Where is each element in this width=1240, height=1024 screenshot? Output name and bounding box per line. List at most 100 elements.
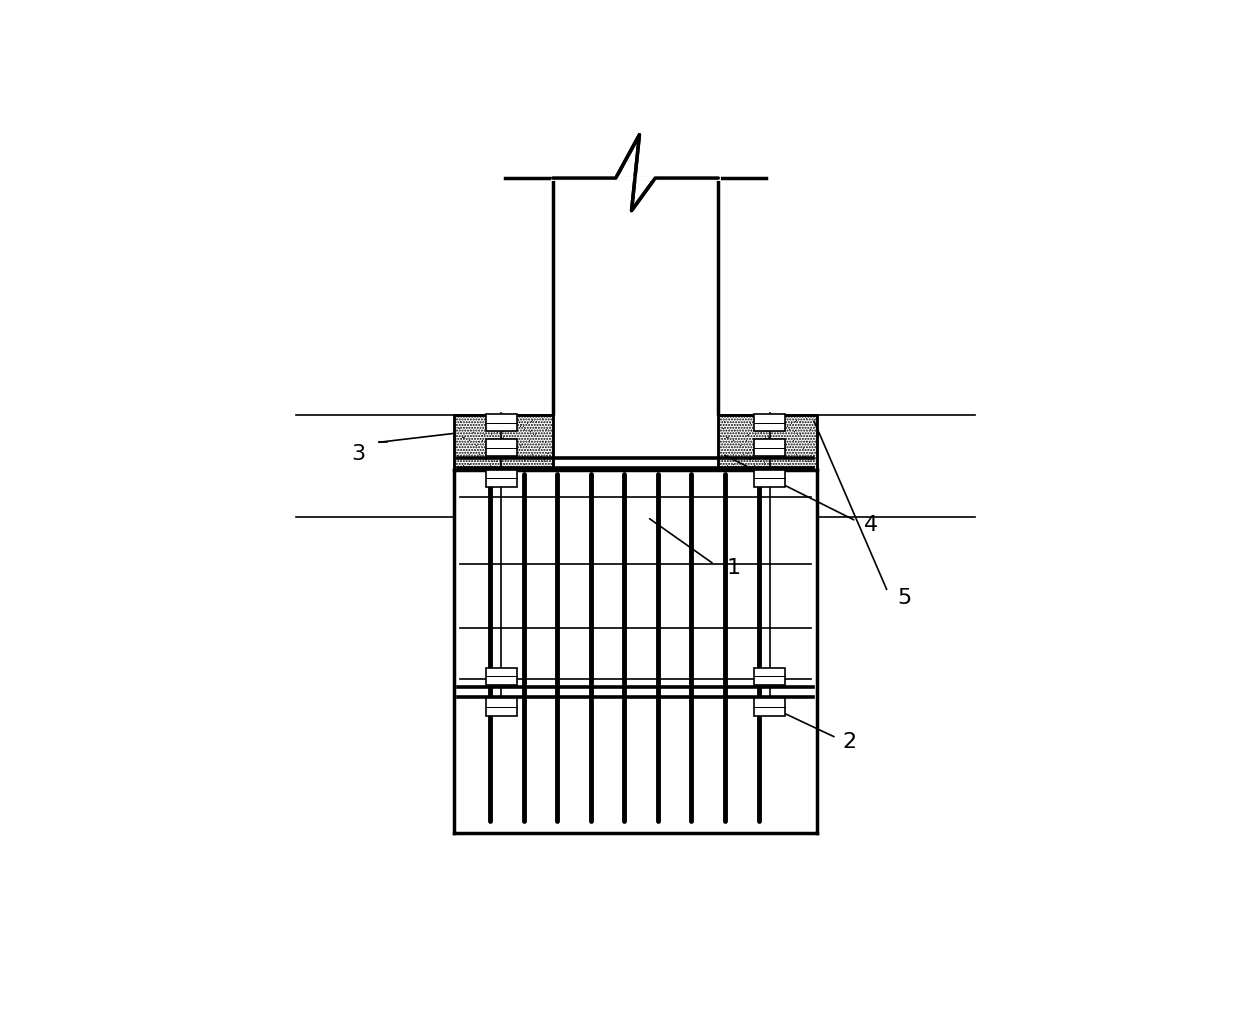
Point xyxy=(538,459,558,475)
Point xyxy=(754,454,774,470)
Point xyxy=(492,433,512,450)
Point xyxy=(737,445,756,462)
Point xyxy=(802,459,822,475)
Point xyxy=(489,440,508,457)
Point xyxy=(476,441,496,458)
Point xyxy=(455,459,475,475)
Point xyxy=(776,436,796,453)
Point xyxy=(480,444,500,461)
Point xyxy=(503,416,523,432)
Point xyxy=(532,433,552,450)
Point xyxy=(513,418,533,434)
Point xyxy=(743,443,763,460)
Point xyxy=(485,458,505,474)
Point xyxy=(733,432,753,449)
Point xyxy=(476,451,496,467)
Point xyxy=(727,450,746,466)
Point xyxy=(750,441,770,458)
Point xyxy=(521,413,541,429)
Point xyxy=(506,429,526,445)
Point xyxy=(754,456,774,472)
Point xyxy=(780,437,800,454)
Point xyxy=(532,410,552,426)
Point xyxy=(515,452,534,468)
Point xyxy=(526,425,546,441)
Point xyxy=(794,447,813,464)
Point xyxy=(476,415,496,431)
Point xyxy=(481,417,501,433)
Point xyxy=(520,423,539,439)
Point xyxy=(498,419,518,435)
Point xyxy=(477,422,497,438)
Point xyxy=(760,451,780,467)
Point xyxy=(511,418,531,434)
Bar xyxy=(754,668,785,685)
Point xyxy=(766,458,786,474)
Point xyxy=(781,415,801,431)
Text: 4: 4 xyxy=(864,515,878,535)
Point xyxy=(738,426,758,442)
Point xyxy=(475,452,495,468)
Point xyxy=(755,450,775,466)
Point xyxy=(486,442,506,459)
Point xyxy=(526,419,546,435)
Point xyxy=(754,438,774,455)
Point xyxy=(472,426,492,442)
Point xyxy=(753,430,773,446)
Point xyxy=(724,422,744,438)
Point xyxy=(740,441,760,458)
Point xyxy=(517,415,537,431)
Point xyxy=(510,436,529,453)
Point xyxy=(792,440,812,457)
Point xyxy=(534,451,554,467)
Point xyxy=(790,425,810,441)
Point xyxy=(532,453,552,469)
Point xyxy=(758,429,777,445)
Point xyxy=(713,420,733,436)
Point xyxy=(526,414,546,430)
Point xyxy=(459,445,479,462)
Point xyxy=(446,447,466,464)
Point xyxy=(775,418,795,434)
Point xyxy=(744,457,764,473)
Point xyxy=(780,451,800,467)
Bar xyxy=(486,698,517,716)
Point xyxy=(758,436,777,453)
Point xyxy=(536,458,556,474)
Point xyxy=(489,419,508,435)
Point xyxy=(777,418,797,434)
Point xyxy=(763,419,782,435)
Point xyxy=(800,454,820,470)
Bar xyxy=(454,415,553,470)
Point xyxy=(768,416,787,432)
Point xyxy=(711,447,730,464)
Text: 2: 2 xyxy=(842,732,856,752)
Point xyxy=(750,410,770,426)
Point xyxy=(486,410,506,426)
Point xyxy=(737,426,756,442)
Point xyxy=(494,436,513,453)
Point xyxy=(782,431,802,447)
Point xyxy=(481,441,501,458)
Point xyxy=(512,436,532,453)
Point xyxy=(486,441,506,458)
Point xyxy=(799,451,818,467)
Point xyxy=(469,445,489,462)
Point xyxy=(756,433,776,450)
Bar xyxy=(754,698,785,716)
Point xyxy=(717,447,737,464)
Bar xyxy=(754,414,785,431)
Point xyxy=(466,447,486,464)
Bar xyxy=(486,668,517,685)
Point xyxy=(746,453,766,469)
Text: 5: 5 xyxy=(898,588,911,607)
Point xyxy=(516,437,536,454)
Point xyxy=(735,432,755,449)
Point xyxy=(785,413,805,429)
Point xyxy=(511,416,531,432)
Point xyxy=(773,412,792,428)
Point xyxy=(508,412,528,428)
Bar xyxy=(718,415,817,470)
Point xyxy=(460,432,480,449)
Point xyxy=(451,428,471,444)
